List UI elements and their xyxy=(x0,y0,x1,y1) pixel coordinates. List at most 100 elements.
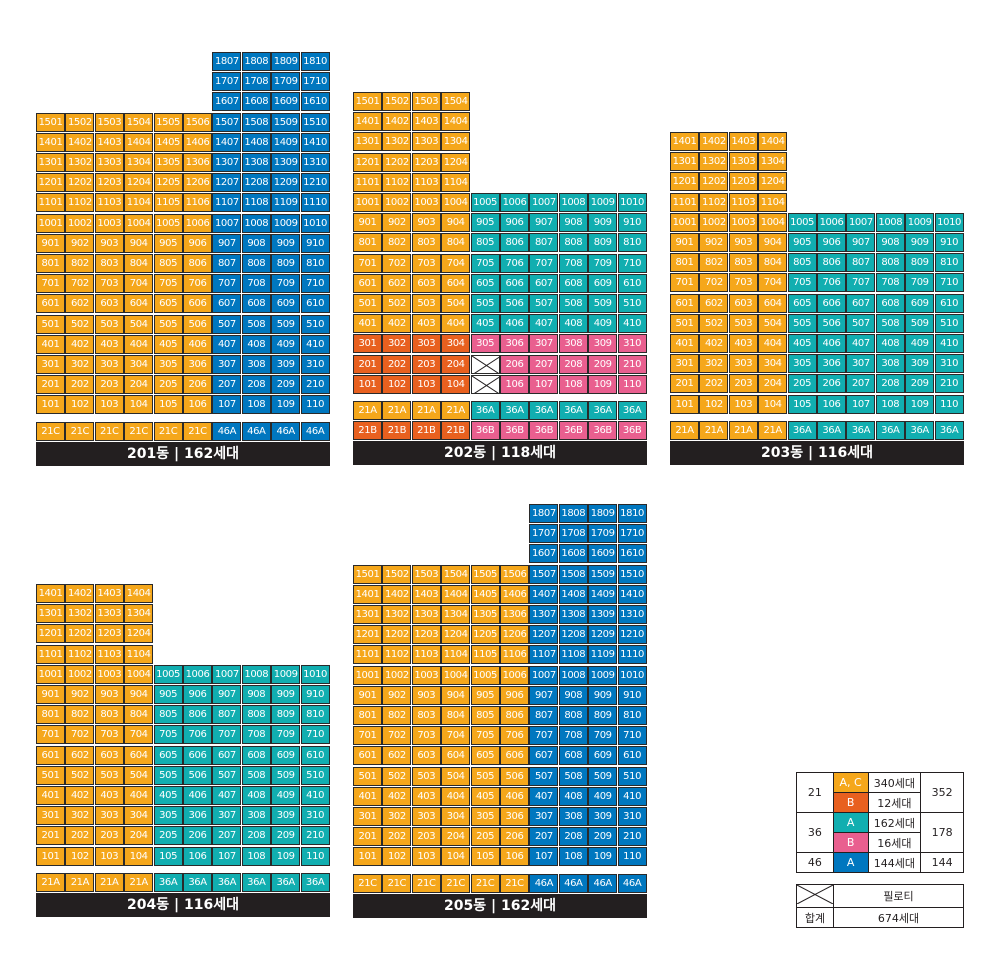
unit-cell: 708 xyxy=(875,273,905,293)
unit-cell: 707 xyxy=(212,725,242,745)
pilotis-label: 필로티 xyxy=(833,884,964,908)
unit-cell: 1402 xyxy=(699,132,729,151)
unit-cell: 1106 xyxy=(183,193,212,213)
unit-cell: 107 xyxy=(529,374,559,394)
unit-cell: 301 xyxy=(353,334,382,354)
unit-cell: 1203 xyxy=(411,152,441,172)
unit-type-label: 21B xyxy=(353,421,382,441)
unit-cell: 1507 xyxy=(529,564,559,584)
unit-cell: 704 xyxy=(758,273,788,293)
unit-cell: 1808 xyxy=(241,52,271,71)
unit-cell: 1403 xyxy=(411,584,441,604)
unit-cell: 709 xyxy=(905,273,935,293)
unit-cell: 304 xyxy=(441,807,471,826)
unit-cell: 809 xyxy=(271,254,301,273)
unit-cell: 906 xyxy=(500,213,529,233)
building-title: 205동 | 162세대 xyxy=(353,893,647,918)
unit-cell: 610 xyxy=(934,293,964,313)
unit-cell: 1302 xyxy=(382,605,412,624)
unit-cell: 401 xyxy=(353,314,382,334)
unit-cell: 904 xyxy=(758,233,788,252)
pilotis-cell xyxy=(470,354,500,374)
unit-type-label: 21A xyxy=(36,872,65,892)
unit-cell: 1607 xyxy=(212,92,242,112)
unit-cell: 1402 xyxy=(382,584,412,604)
unit-cell: 310 xyxy=(300,355,330,374)
unit-cell: 601 xyxy=(353,273,382,293)
unit-cell: 1402 xyxy=(65,584,95,603)
unit-cell: 1401 xyxy=(36,132,65,152)
unit-cell: 205 xyxy=(787,374,817,394)
unit-cell: 1002 xyxy=(382,193,412,212)
unit-cell: 703 xyxy=(728,273,758,293)
unit-cell: 409 xyxy=(905,334,935,353)
unit-cell: 1504 xyxy=(441,92,471,111)
unit-cell: 908 xyxy=(558,213,588,233)
unit-cell: 1403 xyxy=(728,132,758,151)
unit-cell: 405 xyxy=(153,786,183,805)
unit-cell: 1610 xyxy=(300,92,330,112)
unit-cell: 1301 xyxy=(36,604,65,624)
unit-cell: 104 xyxy=(441,374,471,394)
unit-cell: 410 xyxy=(617,314,647,334)
unit-cell: 101 xyxy=(353,847,382,867)
unit-cell: 602 xyxy=(382,273,412,293)
unit-cell: 1004 xyxy=(758,212,788,232)
unit-cell: 701 xyxy=(353,726,382,746)
unit-cell: 208 xyxy=(558,354,588,374)
unit-cell: 302 xyxy=(382,807,412,826)
unit-cell: 102 xyxy=(699,394,729,414)
unit-cell: 110 xyxy=(300,395,330,415)
unit-cell: 1001 xyxy=(353,665,382,685)
unit-cell: 607 xyxy=(212,745,242,765)
unit-cell: 407 xyxy=(846,334,876,353)
unit-cell: 907 xyxy=(212,685,242,704)
unit-type-label: 36A xyxy=(787,420,817,440)
unit-cell: 103 xyxy=(94,395,124,415)
unit-cell: 303 xyxy=(94,806,124,826)
unit-cell: 1101 xyxy=(670,192,699,212)
building-202: 401 402 403 404 501 502 503 504 601 602 603 604 701 7… xyxy=(353,92,647,472)
unit-cell: 901 xyxy=(36,233,65,253)
unit-type-label: 46A xyxy=(617,873,647,893)
unit-cell: 1808 xyxy=(558,504,588,523)
unit-cell: 709 xyxy=(271,274,301,294)
unit-cell: 206 xyxy=(500,354,529,374)
unit-cell: 1610 xyxy=(617,544,647,564)
unit-cell: 1204 xyxy=(758,172,788,192)
unit-cell: 608 xyxy=(875,293,905,313)
unit-cell: 809 xyxy=(905,253,935,273)
unit-cell: 1307 xyxy=(529,605,559,624)
building-title: 202동 | 118세대 xyxy=(353,441,647,466)
unit-cell: 1010 xyxy=(300,664,330,684)
unit-cell: 108 xyxy=(241,846,271,866)
unit-type-label: 36A xyxy=(875,420,905,440)
unit-cell: 501 xyxy=(36,765,65,785)
unit-cell: 1404 xyxy=(441,112,471,132)
unit-type-label: 36A xyxy=(271,872,301,892)
unit-cell: 1202 xyxy=(65,624,95,644)
unit-cell: 102 xyxy=(382,374,412,394)
unit-cell: 608 xyxy=(241,745,271,765)
unit-cell: 907 xyxy=(212,233,242,253)
unit-cell: 704 xyxy=(441,726,471,746)
unit-cell: 205 xyxy=(153,375,183,395)
unit-cell: 307 xyxy=(212,806,242,826)
unit-cell: 209 xyxy=(588,827,618,847)
unit-cell: 1303 xyxy=(411,132,441,152)
unit-cell: 1104 xyxy=(441,172,471,192)
unit-cell: 504 xyxy=(124,314,154,334)
unit-cell: 1710 xyxy=(617,524,647,544)
unit-type-label: 36A xyxy=(470,401,500,420)
unit-cell: 801 xyxy=(353,233,382,253)
unit-cell: 1202 xyxy=(699,172,729,192)
unit-cell: 1109 xyxy=(271,193,301,213)
unit-cell: 610 xyxy=(617,273,647,293)
unit-cell: 1103 xyxy=(411,172,441,192)
unit-cell: 607 xyxy=(212,294,242,314)
unit-type-label: 36A xyxy=(300,872,330,892)
unit-cell: 403 xyxy=(411,314,441,334)
unit-cell: 101 xyxy=(36,846,65,866)
unit-cell: 805 xyxy=(153,254,183,273)
unit-cell: 709 xyxy=(588,253,618,273)
